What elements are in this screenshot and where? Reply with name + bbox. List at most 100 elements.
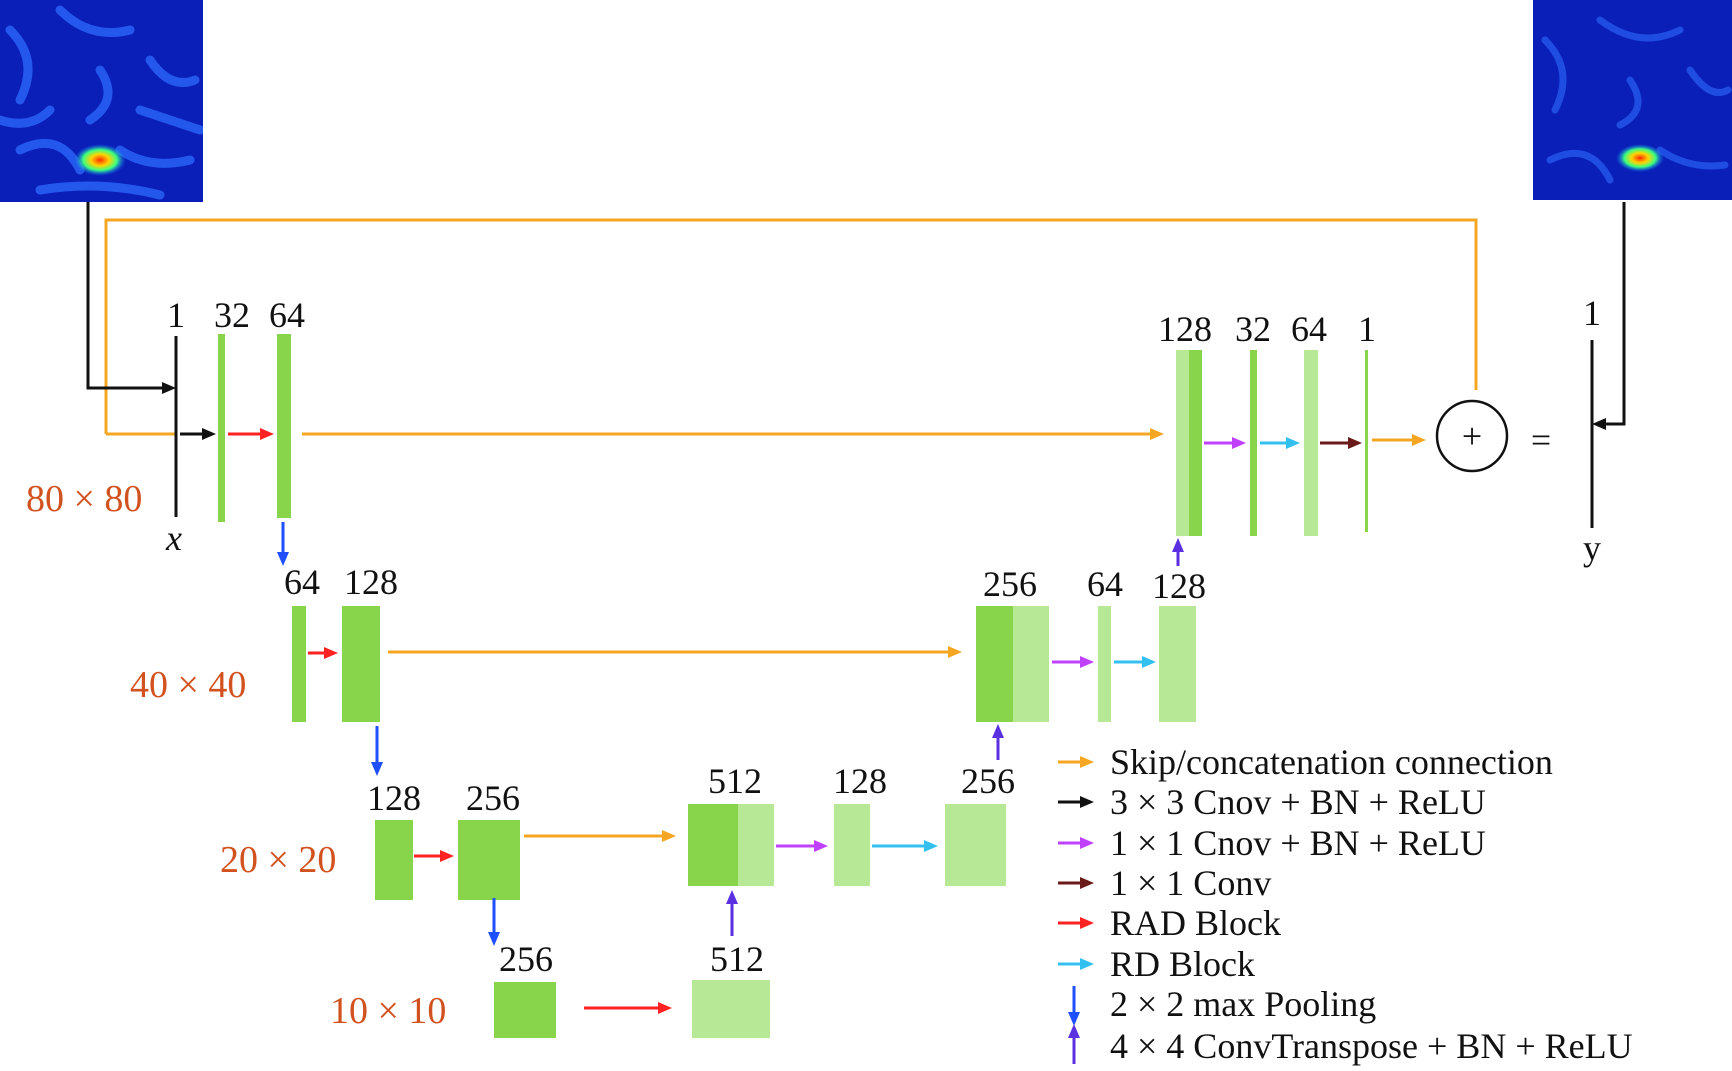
equals-sign: = — [1531, 420, 1551, 460]
skip-connections — [104, 218, 1478, 436]
channel-label: 128 — [367, 778, 421, 818]
channel-label: 64 — [269, 295, 305, 335]
channel-label: 128 — [1158, 309, 1212, 349]
skip-arrow-level1 — [302, 428, 1164, 440]
heatmap-output — [1533, 0, 1732, 200]
pool-arrow-3 — [488, 898, 500, 946]
rad-arrow — [228, 428, 274, 440]
block-enc3-256 — [458, 820, 520, 900]
channel-label: 512 — [708, 761, 762, 801]
channel-label: 1 — [1358, 309, 1376, 349]
rd-arrow — [872, 840, 938, 852]
channel-label: 32 — [214, 295, 250, 335]
skip-arrow-icon — [1058, 756, 1094, 768]
input-arrow — [158, 382, 176, 394]
resolution-80: 80 × 80 — [26, 478, 142, 520]
legend-item: 3 × 3 Cnov + BN + ReLU — [1058, 782, 1486, 822]
channel-label: 256 — [983, 564, 1037, 604]
legend-label: Skip/concatenation connection — [1110, 742, 1553, 782]
block-dec1-64 — [1304, 350, 1318, 536]
resolution-10: 10 × 10 — [330, 990, 446, 1032]
legend-label: 3 × 3 Cnov + BN + ReLU — [1110, 782, 1486, 822]
block-dec1-1 — [1365, 350, 1368, 532]
block-enc1-64 — [277, 334, 291, 518]
channel-label: 512 — [710, 939, 764, 979]
channel-label: 32 — [1235, 309, 1271, 349]
rd-arrow — [1260, 437, 1300, 449]
block-dec3-512b — [738, 804, 774, 886]
channel-label: 1 — [167, 295, 185, 335]
resolution-40: 40 × 40 — [130, 664, 246, 706]
plus-sign: + — [1462, 416, 1482, 456]
channel-label: 128 — [1152, 566, 1206, 606]
block-enc3-128 — [375, 820, 413, 900]
rad-arrow — [414, 850, 454, 862]
conv1-bn-arrow — [776, 840, 828, 852]
pool-arrow-icon — [1068, 986, 1080, 1026]
channel-label: 256 — [499, 939, 553, 979]
heatmap-input — [0, 0, 203, 202]
legend-item: 4 × 4 ConvTranspose + BN + ReLU — [1068, 1024, 1633, 1066]
channel-label: 64 — [284, 562, 320, 602]
block-dec3-512a — [688, 804, 738, 886]
block-enc2-64 — [292, 606, 306, 722]
channel-label: 256 — [961, 761, 1015, 801]
channel-label: 64 — [1291, 309, 1327, 349]
input-path — [86, 202, 160, 390]
skip-arrow-level3 — [524, 830, 676, 842]
block-dec1-32 — [1250, 350, 1257, 536]
to-sum-arrow — [1372, 434, 1426, 446]
legend-label: 2 × 2 max Pooling — [1110, 984, 1376, 1024]
block-enc1-32 — [218, 334, 225, 522]
operation-arrows — [86, 202, 1626, 1014]
block-dec3-256 — [945, 804, 1006, 886]
output-arrow — [1592, 418, 1608, 430]
legend-item: RD Block — [1058, 944, 1255, 984]
block-dec2-64 — [1098, 606, 1111, 722]
legend-label: RAD Block — [1110, 903, 1281, 943]
input-variable: x — [165, 518, 182, 558]
resolution-20: 20 × 20 — [220, 839, 336, 881]
output-path — [1606, 202, 1626, 426]
convT-arrow-2 — [992, 724, 1004, 760]
pool-arrow-1 — [277, 522, 289, 566]
channel-label: 1 — [1583, 293, 1601, 333]
block-bott-256 — [494, 982, 556, 1038]
channel-label: 128 — [833, 761, 887, 801]
rad-arrow-icon — [1058, 917, 1094, 929]
conv1-bn-arrow-icon — [1058, 837, 1094, 849]
legend-label: 1 × 1 Conv — [1110, 863, 1271, 903]
legend-item: 1 × 1 Cnov + BN + ReLU — [1058, 823, 1486, 863]
feature-blocks — [218, 334, 1368, 1038]
channel-label: 128 — [344, 562, 398, 602]
legend-label: RD Block — [1110, 944, 1255, 984]
pool-arrow-2 — [371, 726, 383, 776]
block-dec2-256b — [1013, 606, 1049, 722]
block-enc2-128 — [342, 606, 380, 722]
skip-arrow-level2 — [388, 646, 962, 658]
legend-label: 4 × 4 ConvTranspose + BN + ReLU — [1110, 1026, 1633, 1066]
rad-arrow — [584, 1002, 672, 1014]
conv3-arrow-icon — [1058, 796, 1094, 808]
convT-arrow-3 — [726, 890, 738, 936]
block-dec3-128 — [834, 804, 870, 886]
conv1-arrow — [1320, 437, 1362, 449]
channel-label: 64 — [1087, 564, 1123, 604]
block-dec1-128a — [1176, 350, 1189, 536]
channel-label: 256 — [466, 778, 520, 818]
convT-arrow-1 — [1172, 538, 1184, 566]
rd-arrow — [1114, 656, 1156, 668]
conv1-bn-arrow — [1204, 437, 1246, 449]
conv1-bn-arrow — [1052, 656, 1094, 668]
block-dec2-128 — [1159, 606, 1196, 722]
legend-item: Skip/concatenation connection — [1058, 742, 1553, 782]
residual-skip-line — [104, 218, 1478, 434]
sum-circle — [1435, 399, 1509, 473]
legend-item: 2 × 2 max Pooling — [1068, 984, 1376, 1026]
legend-item: 1 × 1 Conv — [1058, 863, 1271, 903]
block-bott-512 — [692, 980, 770, 1038]
output-variable: y — [1583, 528, 1601, 568]
conv3-arrow — [180, 428, 216, 440]
legend-item: RAD Block — [1058, 903, 1281, 943]
